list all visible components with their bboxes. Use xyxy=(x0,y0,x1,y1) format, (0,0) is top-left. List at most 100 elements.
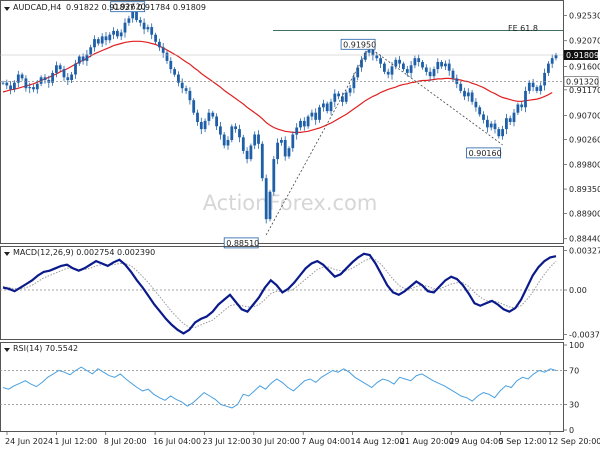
time-axis: 24 Jun 2024 1 Jul 12:00 8 Jul 20:00 16 Jul … xyxy=(5,432,600,446)
rsi-line-layer xyxy=(0,366,563,409)
candle-body xyxy=(199,122,203,130)
candle-body xyxy=(89,47,93,55)
rsi-panel-border xyxy=(0,342,564,432)
candle-body xyxy=(402,63,405,70)
ohlc-values: 0.91822 0.91837 0.91784 0.91809 xyxy=(66,3,206,12)
candle-body xyxy=(302,120,306,127)
macd-title: MACD(12,26,9) 0.002754 0.002390 xyxy=(13,248,155,257)
macd-panel: MACD(12,26,9) 0.002754 0.002390 xyxy=(0,246,564,340)
price-annotation-label: 0.88510 xyxy=(226,239,259,248)
candle-body xyxy=(203,120,207,130)
candle-body xyxy=(520,104,524,108)
price-annotation-box xyxy=(466,147,502,159)
candle-body xyxy=(291,134,295,149)
candle-body xyxy=(421,62,424,68)
price-annotation-box xyxy=(340,38,376,50)
candle-body xyxy=(299,120,302,128)
candle-body xyxy=(215,116,218,127)
time-axis-label: 1 Jul 12:00 xyxy=(54,437,97,446)
candle-body xyxy=(527,82,531,91)
candle-body xyxy=(173,69,176,75)
macd-collapse-icon[interactable] xyxy=(4,252,10,256)
price-annotation-label: 0.90160 xyxy=(469,149,502,158)
time-axis-label: 8 Jul 20:00 xyxy=(104,437,147,446)
price-axis-label: 0.89350 xyxy=(569,185,600,194)
candle-body xyxy=(363,52,367,60)
candle-body xyxy=(158,41,161,48)
candle-body xyxy=(135,10,138,20)
candle-body xyxy=(211,112,215,117)
candle-body xyxy=(417,58,421,62)
time-axis-label: 16 Jul 04:00 xyxy=(153,437,201,446)
rsi-title: RSI(14) 70.5542 xyxy=(13,344,78,353)
candle-body xyxy=(5,82,9,86)
candle-body xyxy=(341,96,344,102)
candle-body xyxy=(409,65,413,73)
candle-body xyxy=(405,69,409,73)
macd-axis-label: 0.00 xyxy=(569,286,587,295)
candle-body xyxy=(104,36,108,41)
candle-body xyxy=(493,123,497,130)
collapse-triangle-icon[interactable] xyxy=(4,7,10,11)
candle-body xyxy=(455,78,459,84)
candle-body xyxy=(253,134,257,146)
candle-body xyxy=(257,134,260,144)
annotations-layer: 0.92620 0.91950 0.90160 0.88510 xyxy=(110,1,503,249)
candle-body xyxy=(287,148,291,157)
candle-body xyxy=(138,20,142,23)
candle-body xyxy=(241,137,245,151)
candle-body xyxy=(234,126,237,130)
candle-body xyxy=(13,82,16,90)
macd-axis: 0.003272 0.00 -0.003703 xyxy=(563,247,600,340)
time-axis-label: 21 Aug 20:00 xyxy=(400,437,454,446)
level-price-tag xyxy=(563,76,599,87)
candle-body xyxy=(260,143,264,179)
candle-body xyxy=(123,22,127,33)
watermark: ActionForex.com xyxy=(203,191,378,215)
candle-body xyxy=(322,103,325,108)
candle-body xyxy=(451,70,455,79)
candle-body xyxy=(70,74,73,80)
price-axis-label: 0.90260 xyxy=(569,136,600,145)
candles-layer xyxy=(1,7,558,224)
candle-body xyxy=(154,34,157,42)
candle-body xyxy=(547,63,550,73)
candle-body xyxy=(32,87,35,90)
candle-body xyxy=(539,85,543,91)
candle-body xyxy=(272,159,276,192)
candle-body xyxy=(474,101,478,108)
candle-body xyxy=(512,112,516,122)
candle-body xyxy=(550,58,554,64)
candle-body xyxy=(444,63,447,67)
candle-body xyxy=(119,32,123,37)
candle-body xyxy=(20,74,24,79)
candle-body xyxy=(131,10,135,19)
candle-body xyxy=(177,74,180,83)
title-group: AUDCAD,H4 0.91822 0.91837 0.91784 0.9180… xyxy=(4,3,206,12)
candle-body xyxy=(329,101,333,112)
candle-body xyxy=(390,66,394,75)
candle-body xyxy=(295,127,299,135)
candle-body xyxy=(77,56,81,64)
price-annotation-box xyxy=(110,1,146,13)
candle-body xyxy=(264,178,268,220)
candle-body xyxy=(142,22,146,30)
rsi-collapse-icon[interactable] xyxy=(4,348,10,352)
time-axis-label: 14 Aug 12:00 xyxy=(351,437,405,446)
candle-body xyxy=(165,52,169,61)
rsi-axis-label: 70 xyxy=(569,367,579,376)
candle-body xyxy=(516,104,520,113)
price-axis-label: 0.91170 xyxy=(569,86,600,95)
current-price-tag xyxy=(564,50,598,60)
time-axis-label: 12 Sep 20:00 xyxy=(548,437,600,446)
candle-body xyxy=(394,59,398,67)
macd-signal-line xyxy=(2,258,557,328)
candle-body xyxy=(478,107,482,115)
candle-body xyxy=(188,90,192,101)
candle-body xyxy=(508,118,512,122)
macd-axis-label: 0.003272 xyxy=(569,247,600,256)
candle-body xyxy=(501,129,504,137)
candle-body xyxy=(192,100,196,113)
candle-body xyxy=(318,107,321,120)
